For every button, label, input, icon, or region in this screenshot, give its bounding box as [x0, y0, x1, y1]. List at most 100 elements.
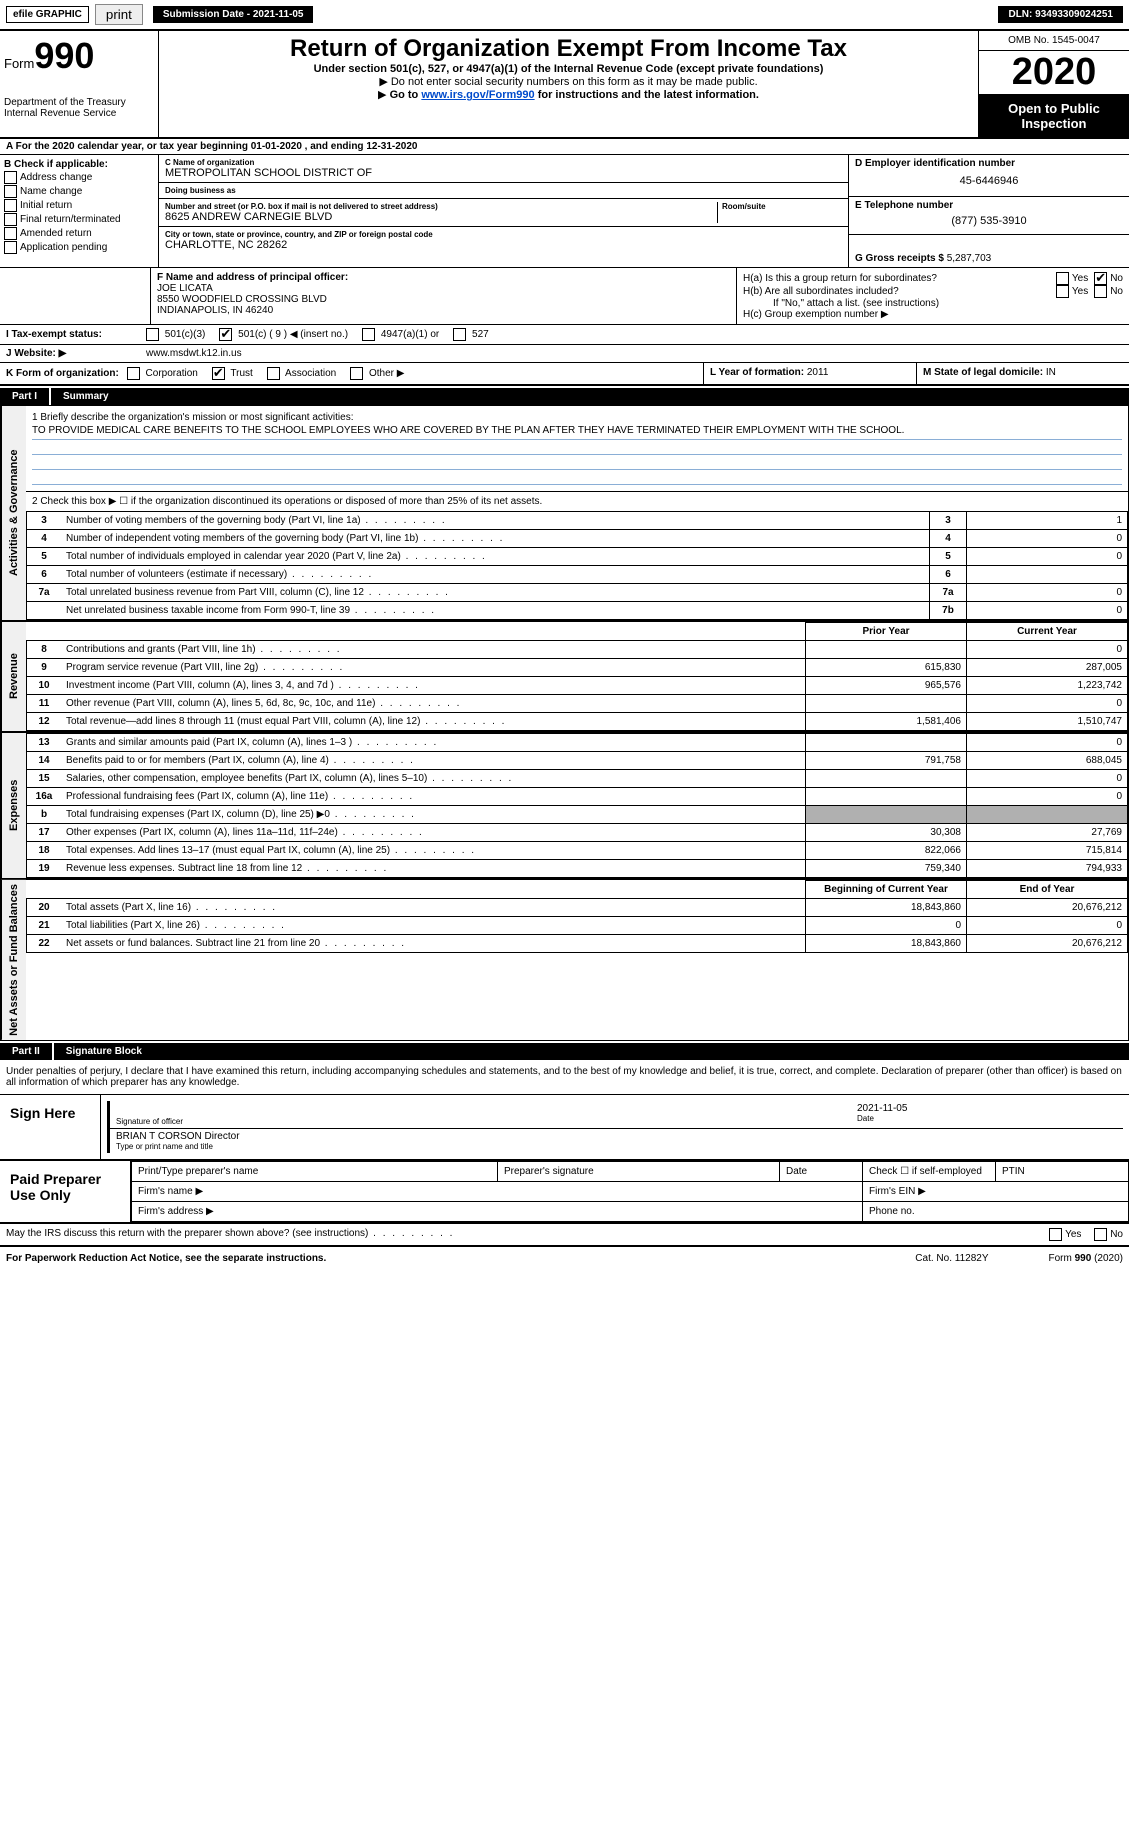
table-row: 3Number of voting members of the governi…	[27, 512, 1128, 530]
tax-status-option[interactable]: 4947(a)(1) or	[362, 329, 439, 340]
omb-number: OMB No. 1545-0047	[979, 31, 1129, 51]
hb-label: H(b) Are all subordinates included?	[743, 286, 1056, 297]
firm-name: Firm's name ▶	[132, 1181, 863, 1201]
ha-no-checkbox[interactable]	[1094, 272, 1107, 285]
header-right: OMB No. 1545-0047 2020 Open to Public In…	[978, 31, 1129, 137]
department: Department of the Treasury Internal Reve…	[4, 97, 154, 119]
sig-date-caption: Date	[857, 1114, 1117, 1123]
org-form-option[interactable]: Other ▶	[350, 368, 404, 379]
paid-preparer-block: Paid Preparer Use Only Print/Type prepar…	[0, 1161, 1129, 1224]
f-name: JOE LICATA	[157, 283, 213, 294]
dba-cell: Doing business as	[159, 183, 848, 199]
form-subtitle: Under section 501(c), 527, or 4947(a)(1)…	[163, 63, 974, 75]
part1-expenses: Expenses 13Grants and similar amounts pa…	[0, 732, 1129, 879]
discuss-yes-checkbox[interactable]	[1049, 1228, 1062, 1241]
part1-title: Summary	[51, 388, 1129, 405]
col-f-spacer	[0, 268, 151, 324]
preparer-content: Print/Type preparer's name Preparer's si…	[131, 1161, 1129, 1222]
table-row: 13Grants and similar amounts paid (Part …	[27, 734, 1128, 752]
sig-date-cell: 2021-11-05 Date	[851, 1101, 1123, 1129]
city-cell: City or town, state or province, country…	[159, 227, 848, 254]
gross-label: G Gross receipts $	[855, 253, 944, 264]
org-form-option[interactable]: Corporation	[127, 368, 198, 379]
part1-header: Part I Summary	[0, 388, 1129, 405]
discuss-no-checkbox[interactable]	[1094, 1228, 1107, 1241]
form-note1: Do not enter social security numbers on …	[163, 75, 974, 88]
pt-check: Check ☐ if self-employed	[863, 1161, 996, 1181]
org-name-cell: C Name of organization METROPOLITAN SCHO…	[159, 155, 848, 183]
ein-label: D Employer identification number	[855, 158, 1123, 169]
sign-row-1: Signature of officer 2021-11-05 Date	[107, 1101, 1123, 1129]
line-m-value: IN	[1046, 367, 1056, 378]
discuss-no: No	[1110, 1229, 1123, 1240]
firm-phone: Phone no.	[863, 1201, 1129, 1221]
hb-note: If "No," attach a list. (see instruction…	[743, 298, 1123, 309]
yes-label-2: Yes	[1072, 286, 1088, 297]
part1-label: Part I	[0, 388, 51, 405]
sig-name-cell: BRIAN T CORSON Director Type or print na…	[110, 1129, 1123, 1153]
expenses-table: 13Grants and similar amounts paid (Part …	[26, 733, 1128, 878]
revenue-content: Prior YearCurrent Year8Contributions and…	[26, 622, 1128, 731]
checkbox-item[interactable]: Name change	[4, 185, 154, 198]
table-row: 5Total number of individuals employed in…	[27, 548, 1128, 566]
discuss-row: May the IRS discuss this return with the…	[0, 1224, 1129, 1247]
form-prefix: Form	[4, 56, 34, 71]
side-netassets: Net Assets or Fund Balances	[1, 880, 26, 1040]
revenue-table: Prior YearCurrent Year8Contributions and…	[26, 622, 1128, 731]
hb-yes-checkbox[interactable]	[1056, 285, 1069, 298]
checkbox-item[interactable]: Amended return	[4, 227, 154, 240]
sig-name-value: BRIAN T CORSON Director	[116, 1131, 1117, 1142]
address-value: 8625 ANDREW CARNEGIE BLVD	[165, 211, 717, 223]
table-row: Firm's address ▶ Phone no.	[132, 1201, 1129, 1221]
address-cell: Number and street (or P.O. box if mail i…	[159, 199, 848, 227]
tel-cell: E Telephone number (877) 535-3910	[849, 197, 1129, 235]
table-row: 18Total expenses. Add lines 13–17 (must …	[27, 842, 1128, 860]
dba-label: Doing business as	[165, 186, 842, 195]
f-addr1: 8550 WOODFIELD CROSSING BLVD	[157, 294, 327, 305]
sig-name-caption: Type or print name and title	[116, 1142, 1117, 1151]
org-form-option[interactable]: Association	[267, 368, 336, 379]
tax-status-option[interactable]: 501(c) ( 9 ) ◀ (insert no.)	[219, 329, 348, 340]
hb-no-checkbox[interactable]	[1094, 285, 1107, 298]
tel-value: (877) 535-3910	[855, 211, 1123, 231]
line-j: J Website: ▶ www.msdwt.k12.in.us	[0, 345, 1129, 363]
pt-name: Print/Type preparer's name	[132, 1161, 498, 1181]
mission-text: TO PROVIDE MEDICAL CARE BENEFITS TO THE …	[32, 423, 1122, 440]
section-b-c-d: B Check if applicable: Address changeNam…	[0, 155, 1129, 268]
city-value: CHARLOTTE, NC 28262	[165, 239, 842, 251]
hc-label: H(c) Group exemption number ▶	[743, 309, 1123, 320]
line-l-label: L Year of formation:	[710, 367, 804, 378]
checkbox-item[interactable]: Final return/terminated	[4, 213, 154, 226]
blank-line	[32, 455, 1122, 470]
note2-suffix: for instructions and the latest informat…	[535, 89, 759, 101]
header-left: Form990 Department of the Treasury Inter…	[0, 31, 159, 137]
part1-netassets: Net Assets or Fund Balances Beginning of…	[0, 879, 1129, 1041]
part1-governance: Activities & Governance 1 Briefly descri…	[0, 405, 1129, 621]
gross-value: 5,287,703	[947, 253, 992, 264]
preparer-table: Print/Type preparer's name Preparer's si…	[131, 1161, 1129, 1222]
table-row: Print/Type preparer's name Preparer's si…	[132, 1161, 1129, 1181]
section-c: C Name of organization METROPOLITAN SCHO…	[159, 155, 848, 267]
table-row: 9Program service revenue (Part VIII, lin…	[27, 659, 1128, 677]
tax-status-option[interactable]: 527	[453, 329, 488, 340]
print-button[interactable]: print	[95, 4, 143, 25]
sign-row-2: BRIAN T CORSON Director Type or print na…	[107, 1129, 1123, 1153]
line-k-l-m: K Form of organization: Corporation Trus…	[0, 363, 1129, 386]
form990-link[interactable]: www.irs.gov/Form990	[421, 89, 534, 101]
checkbox-item[interactable]: Application pending	[4, 241, 154, 254]
ha-yes-checkbox[interactable]	[1056, 272, 1069, 285]
line-i-options: 501(c)(3) 501(c) ( 9 ) ◀ (insert no.) 49…	[146, 328, 503, 341]
line-i: I Tax-exempt status: 501(c)(3) 501(c) ( …	[0, 325, 1129, 345]
checkbox-item[interactable]: Address change	[4, 171, 154, 184]
pt-date: Date	[780, 1161, 863, 1181]
table-row: Firm's name ▶ Firm's EIN ▶	[132, 1181, 1129, 1201]
checkbox-item[interactable]: Initial return	[4, 199, 154, 212]
tax-status-option[interactable]: 501(c)(3)	[146, 329, 205, 340]
no-label: No	[1110, 273, 1123, 284]
form-header: Form990 Department of the Treasury Inter…	[0, 31, 1129, 139]
part1-revenue: Revenue Prior YearCurrent Year8Contribut…	[0, 621, 1129, 732]
firm-addr: Firm's address ▶	[132, 1201, 863, 1221]
yes-label: Yes	[1072, 273, 1088, 284]
top-bar: efile GRAPHIC print Submission Date - 20…	[0, 0, 1129, 31]
org-form-option[interactable]: Trust	[212, 368, 253, 379]
